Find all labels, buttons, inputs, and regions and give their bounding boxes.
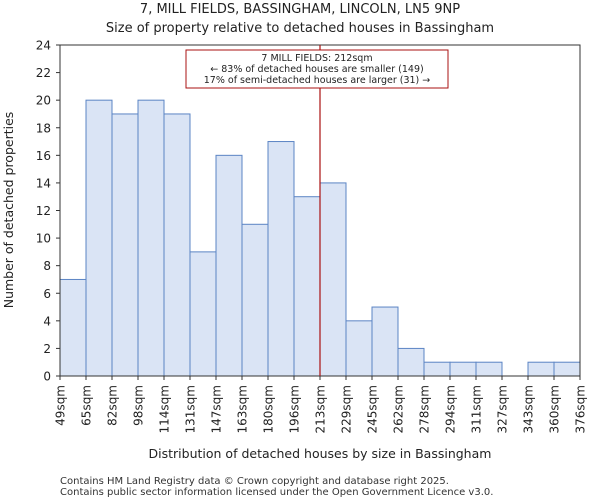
bar-131sqm: [189, 251, 217, 377]
bar-245sqm: [371, 306, 399, 377]
x-tick-label-49sqm: 49sqm: [54, 385, 68, 426]
bar-180sqm: [267, 141, 295, 377]
y-tick-label-18: 18: [36, 121, 51, 135]
bar-114sqm: [163, 113, 191, 377]
bar-278sqm: [423, 361, 451, 377]
y-tick-label-22: 22: [36, 66, 51, 80]
footer-line2: Contains public sector information licen…: [60, 487, 493, 498]
bar-147sqm: [215, 154, 243, 377]
bar-311sqm: [475, 361, 503, 377]
y-tick-label-10: 10: [36, 232, 51, 246]
bar-163sqm: [241, 223, 269, 377]
y-tick-label-20: 20: [36, 94, 51, 108]
x-tick-label-114sqm: 114sqm: [158, 385, 172, 433]
x-tick-label-262sqm: 262sqm: [392, 385, 406, 433]
x-tick-label-180sqm: 180sqm: [262, 385, 276, 433]
footer-line1: Contains HM Land Registry data © Crown c…: [60, 476, 449, 487]
y-tick-label-24: 24: [36, 39, 51, 53]
x-tick-label-278sqm: 278sqm: [418, 385, 432, 433]
bar-65sqm: [85, 99, 113, 377]
x-tick-label-82sqm: 82sqm: [106, 385, 120, 426]
bar-262sqm: [397, 347, 425, 377]
chart-title-line2: Size of property relative to detached ho…: [106, 21, 494, 36]
x-tick-label-213sqm: 213sqm: [314, 385, 328, 433]
x-tick-label-343sqm: 343sqm: [522, 385, 536, 433]
bar-49sqm: [59, 278, 87, 377]
bar-343sqm: [527, 361, 555, 377]
bar-360sqm: [553, 361, 581, 377]
x-tick-label-245sqm: 245sqm: [366, 385, 380, 433]
y-tick-label-12: 12: [36, 204, 51, 218]
annotation-title: 7 MILL FIELDS: 212sqm: [261, 53, 372, 64]
annotation-box: [185, 49, 449, 89]
bar-196sqm: [293, 196, 321, 377]
y-tick-label-4: 4: [43, 314, 51, 328]
x-tick-label-311sqm: 311sqm: [470, 385, 484, 433]
x-tick-label-131sqm: 131sqm: [184, 385, 198, 433]
x-tick-label-376sqm: 376sqm: [574, 385, 588, 433]
y-tick-label-14: 14: [36, 176, 51, 190]
bar-229sqm: [345, 320, 373, 377]
x-tick-label-147sqm: 147sqm: [210, 385, 224, 433]
x-tick-label-196sqm: 196sqm: [288, 385, 302, 433]
y-tick-label-0: 0: [43, 370, 51, 384]
x-ticks-group: 49sqm 65sqm 82sqm 98sqm 114sqm 131sqm 147sqm 16…: [54, 376, 588, 433]
y-axis-label: Number of detached properties: [1, 112, 16, 309]
bar-213sqm: [319, 182, 347, 377]
annotation-smaller: ← 83% of detached houses are smaller (14…: [210, 64, 423, 75]
x-tick-label-65sqm: 65sqm: [80, 385, 94, 426]
y-tick-label-8: 8: [43, 259, 51, 273]
x-axis-label: Distribution of detached houses by size …: [149, 446, 492, 461]
x-tick-label-360sqm: 360sqm: [548, 385, 562, 433]
bar-98sqm: [137, 99, 165, 377]
x-tick-label-229sqm: 229sqm: [340, 385, 354, 433]
annotation-larger: 17% of semi-detached houses are larger (…: [204, 75, 431, 86]
chart-title-line1: 7, MILL FIELDS, BASSINGHAM, LINCOLN, LN5…: [140, 2, 460, 17]
x-tick-label-98sqm: 98sqm: [132, 385, 146, 426]
y-tick-label-6: 6: [43, 287, 51, 301]
x-tick-label-294sqm: 294sqm: [444, 385, 458, 433]
y-tick-label-2: 2: [43, 342, 51, 356]
y-tick-label-16: 16: [36, 149, 51, 163]
bar-82sqm: [111, 113, 139, 377]
x-tick-label-163sqm: 163sqm: [236, 385, 250, 433]
x-tick-label-327sqm: 327sqm: [496, 385, 510, 433]
bars-group: [59, 99, 581, 377]
bar-294sqm: [449, 361, 477, 377]
